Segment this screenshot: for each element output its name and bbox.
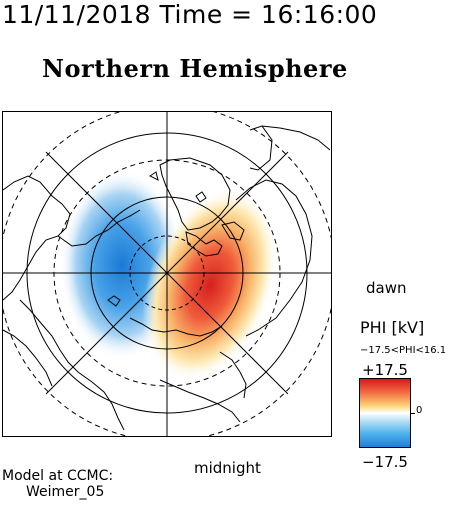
colorbar-min-label: −17.5 [362,453,408,471]
colorbar [359,378,411,448]
colorbar-zero-tick [411,413,415,414]
model-credit: Model at CCMC: [2,468,114,484]
meridian-lines [3,112,331,436]
dawn-label: dawn [366,279,407,297]
plot-title: Northern Hemisphere [42,54,348,83]
midnight-label: midnight [194,459,261,477]
model-name: Weimer_05 [26,484,105,500]
timestamp: 11/11/2018 Time = 16:16:00 [2,0,378,29]
colorbar-max-label: +17.5 [362,361,408,379]
colorbar-range: −17.5<PHI<16.1 [360,345,447,356]
colorbar-zero-label: 0 [416,405,423,416]
coastlines [3,125,331,431]
colorbar-title: PHI [kV] [360,318,425,337]
